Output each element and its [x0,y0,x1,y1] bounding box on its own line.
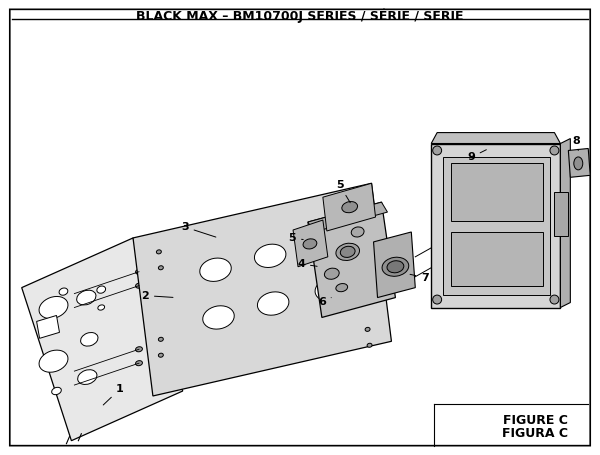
Text: 7: 7 [410,273,429,283]
Ellipse shape [433,295,442,304]
Ellipse shape [136,361,142,366]
Ellipse shape [98,305,104,310]
Text: FIGURE C: FIGURE C [503,414,568,427]
Ellipse shape [39,350,68,372]
Ellipse shape [365,327,370,331]
Ellipse shape [574,157,583,170]
Polygon shape [308,202,388,232]
Ellipse shape [59,288,68,295]
Ellipse shape [158,353,163,357]
Text: 4: 4 [297,259,317,269]
Polygon shape [560,138,571,308]
Ellipse shape [312,230,344,253]
Text: FIGURA C: FIGURA C [502,427,568,440]
Text: 8: 8 [572,136,580,151]
Ellipse shape [77,290,96,305]
Bar [554,192,568,236]
Polygon shape [37,315,59,339]
Text: 6: 6 [318,297,331,307]
Ellipse shape [351,227,364,237]
Ellipse shape [136,283,142,288]
Ellipse shape [367,212,372,216]
Ellipse shape [97,286,106,293]
Polygon shape [374,232,415,298]
Polygon shape [133,183,391,396]
Ellipse shape [203,306,234,329]
Ellipse shape [367,343,372,347]
Ellipse shape [157,250,161,254]
Polygon shape [431,132,560,143]
Polygon shape [293,220,328,267]
Ellipse shape [550,295,559,304]
Bar [451,163,542,221]
Ellipse shape [303,239,317,249]
Text: 1: 1 [103,384,124,405]
Text: BLACK MAX – BM10700J SERIES / SÉRIE / SERIE: BLACK MAX – BM10700J SERIES / SÉRIE / SE… [136,8,464,23]
Ellipse shape [158,266,163,270]
Ellipse shape [342,202,358,213]
Ellipse shape [382,257,409,276]
Polygon shape [568,148,590,177]
Ellipse shape [158,337,163,341]
Bar [443,157,550,294]
Ellipse shape [200,258,231,281]
Polygon shape [308,202,395,318]
Polygon shape [22,238,183,441]
Ellipse shape [39,297,68,318]
Bar [451,232,542,286]
Ellipse shape [336,243,359,260]
Ellipse shape [550,146,559,155]
Text: 3: 3 [181,222,216,237]
Ellipse shape [136,269,142,274]
Text: 5: 5 [336,180,350,203]
Ellipse shape [136,347,142,352]
Ellipse shape [254,244,286,268]
Ellipse shape [325,268,339,279]
Ellipse shape [257,292,289,315]
Ellipse shape [340,246,355,258]
Ellipse shape [52,387,61,394]
Ellipse shape [77,370,97,384]
Text: 9: 9 [467,150,487,162]
Ellipse shape [365,196,370,200]
Ellipse shape [336,283,347,292]
Polygon shape [431,143,560,308]
Ellipse shape [387,261,404,273]
Polygon shape [323,183,376,231]
Ellipse shape [315,278,347,301]
Text: 2: 2 [141,291,173,301]
Ellipse shape [80,333,98,346]
Ellipse shape [433,146,442,155]
Text: 5: 5 [289,233,303,243]
